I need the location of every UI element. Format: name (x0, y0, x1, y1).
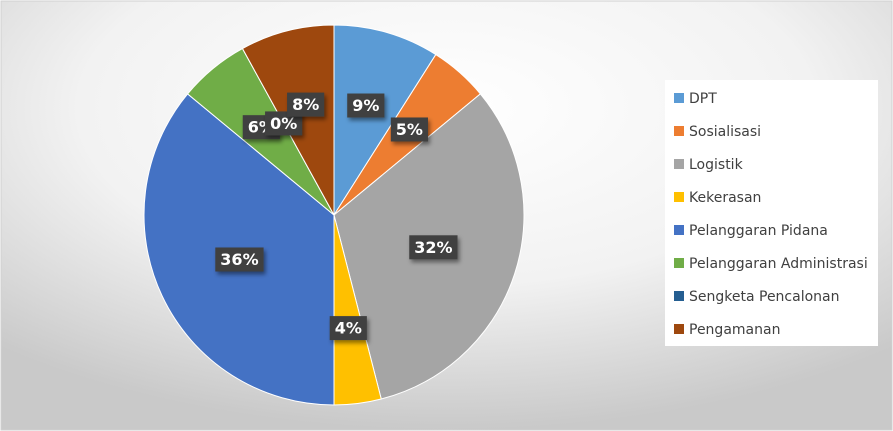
legend-label: Pelanggaran Administrasi (689, 256, 868, 272)
data-label-text: 0% (270, 114, 297, 133)
data-label-text: 4% (335, 319, 362, 338)
legend-label: Pelanggaran Pidana (689, 223, 828, 239)
data-label-box (329, 316, 367, 341)
legend-swatch (674, 93, 684, 103)
pie-slice (333, 24, 437, 217)
data-label: 8% (287, 92, 325, 117)
legend-label: Kekerasan (689, 190, 761, 206)
data-label: 5% (390, 117, 428, 142)
data-label-box (347, 93, 385, 118)
data-label-box (390, 117, 428, 142)
data-label: 9% (347, 93, 385, 118)
legend-swatch (674, 225, 684, 235)
legend-swatch (674, 126, 684, 136)
legend-box (665, 80, 878, 346)
data-label-box (287, 92, 325, 117)
legend-swatch (674, 159, 684, 169)
legend-swatch (674, 258, 684, 268)
data-label: 4% (329, 316, 367, 341)
legend-label: Sengketa Pencalonan (689, 289, 840, 305)
data-label-text: 9% (352, 96, 379, 115)
data-label-text: 5% (396, 120, 423, 139)
legend-label: Logistik (689, 157, 744, 173)
data-label-text: 8% (292, 95, 319, 114)
legend-label: Sosialisasi (689, 124, 761, 140)
data-label: 36% (215, 247, 264, 272)
legend-swatch (674, 324, 684, 334)
data-label-text: 32% (414, 238, 452, 257)
legend-swatch (674, 291, 684, 301)
data-label-box (409, 235, 458, 260)
legend-swatch (674, 192, 684, 202)
legend-label: Pengamanan (689, 322, 780, 338)
data-label-box (215, 247, 264, 272)
data-label-text: 36% (220, 250, 258, 269)
data-label: 32% (409, 235, 458, 260)
legend-label: DPT (689, 91, 717, 107)
